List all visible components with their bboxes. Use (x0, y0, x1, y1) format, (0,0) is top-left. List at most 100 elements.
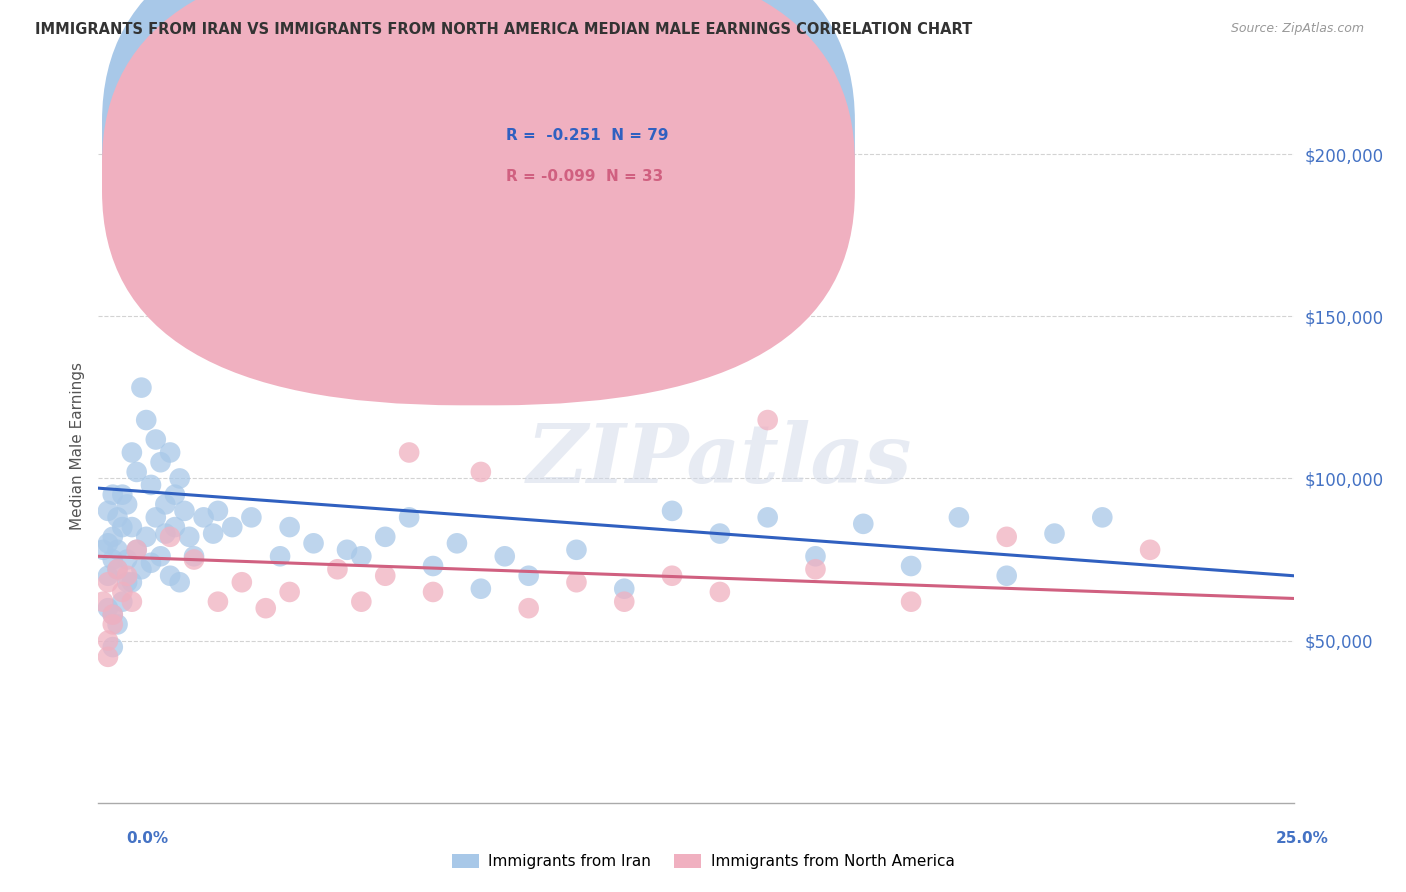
Point (125, 465, 148, 479)
Point (115, 552, 138, 566)
Point (115, 497, 138, 511)
FancyBboxPatch shape (439, 103, 696, 218)
Point (121, 595, 143, 609)
FancyBboxPatch shape (103, 0, 855, 364)
Point (155, 497, 177, 511)
Point (149, 549, 172, 564)
Text: 25.0%: 25.0% (1275, 831, 1329, 846)
Point (197, 302, 219, 317)
Point (207, 504, 229, 518)
Point (709, 526, 731, 541)
Point (91, 595, 114, 609)
Point (374, 568, 396, 582)
Point (135, 413, 157, 427)
Point (107, 510, 129, 524)
Point (149, 455, 172, 469)
Point (302, 536, 325, 550)
Point (183, 283, 205, 297)
Point (326, 562, 349, 576)
Point (101, 640, 124, 654)
Point (125, 542, 148, 557)
Point (470, 582, 492, 596)
Point (326, 244, 349, 259)
Y-axis label: Median Male Earnings: Median Male Earnings (69, 362, 84, 530)
Point (101, 607, 124, 622)
Point (398, 510, 420, 524)
Point (155, 526, 177, 541)
Point (613, 582, 636, 596)
Point (101, 488, 124, 502)
Point (350, 549, 373, 564)
Point (565, 575, 588, 590)
Point (995, 568, 1018, 582)
Point (221, 520, 243, 534)
Point (804, 562, 827, 576)
Point (193, 510, 215, 524)
Point (661, 504, 683, 518)
Point (145, 510, 167, 524)
Point (97, 536, 120, 550)
Point (254, 601, 277, 615)
Point (101, 552, 124, 566)
Point (422, 585, 444, 599)
Point (101, 607, 124, 622)
Point (121, 520, 143, 534)
Point (995, 530, 1018, 544)
Point (107, 617, 129, 632)
Point (131, 381, 153, 395)
Point (169, 575, 191, 590)
Point (159, 530, 181, 544)
Point (187, 302, 209, 317)
Point (111, 488, 134, 502)
Point (183, 549, 205, 564)
Point (613, 595, 636, 609)
Point (111, 585, 134, 599)
Point (111, 595, 134, 609)
Point (159, 445, 181, 459)
FancyBboxPatch shape (103, 0, 855, 405)
Point (125, 542, 148, 557)
Point (202, 526, 225, 541)
Point (269, 549, 291, 564)
Point (948, 510, 970, 524)
Point (446, 536, 468, 550)
Point (139, 478, 162, 492)
Text: Source: ZipAtlas.com: Source: ZipAtlas.com (1230, 22, 1364, 36)
Point (111, 520, 134, 534)
Point (661, 568, 683, 582)
Point (115, 575, 138, 590)
Point (422, 559, 444, 574)
Point (804, 549, 827, 564)
Point (139, 556, 162, 570)
Point (145, 433, 167, 447)
Point (97, 568, 120, 582)
Point (121, 575, 143, 590)
Point (107, 542, 129, 557)
Point (336, 542, 359, 557)
Point (1139, 542, 1161, 557)
Point (163, 488, 186, 502)
Point (517, 601, 540, 615)
Point (97, 601, 120, 615)
Legend: Immigrants from Iran, Immigrants from North America: Immigrants from Iran, Immigrants from No… (446, 847, 960, 875)
Text: IMMIGRANTS FROM IRAN VS IMMIGRANTS FROM NORTH AMERICA MEDIAN MALE EARNINGS CORRE: IMMIGRANTS FROM IRAN VS IMMIGRANTS FROM … (35, 22, 973, 37)
Point (852, 516, 875, 531)
Point (278, 520, 301, 534)
Point (900, 559, 922, 574)
Point (565, 542, 588, 557)
Point (1043, 526, 1066, 541)
Point (1091, 510, 1114, 524)
Point (173, 504, 195, 518)
Point (107, 562, 129, 576)
Point (278, 585, 301, 599)
Text: R =  -0.251  N = 79: R = -0.251 N = 79 (506, 128, 668, 143)
Point (398, 445, 420, 459)
Point (207, 595, 229, 609)
Point (756, 510, 779, 524)
Text: 0.0%: 0.0% (127, 831, 169, 846)
Point (97, 504, 120, 518)
Point (121, 445, 143, 459)
Point (350, 595, 373, 609)
Point (756, 413, 779, 427)
Point (115, 568, 138, 582)
